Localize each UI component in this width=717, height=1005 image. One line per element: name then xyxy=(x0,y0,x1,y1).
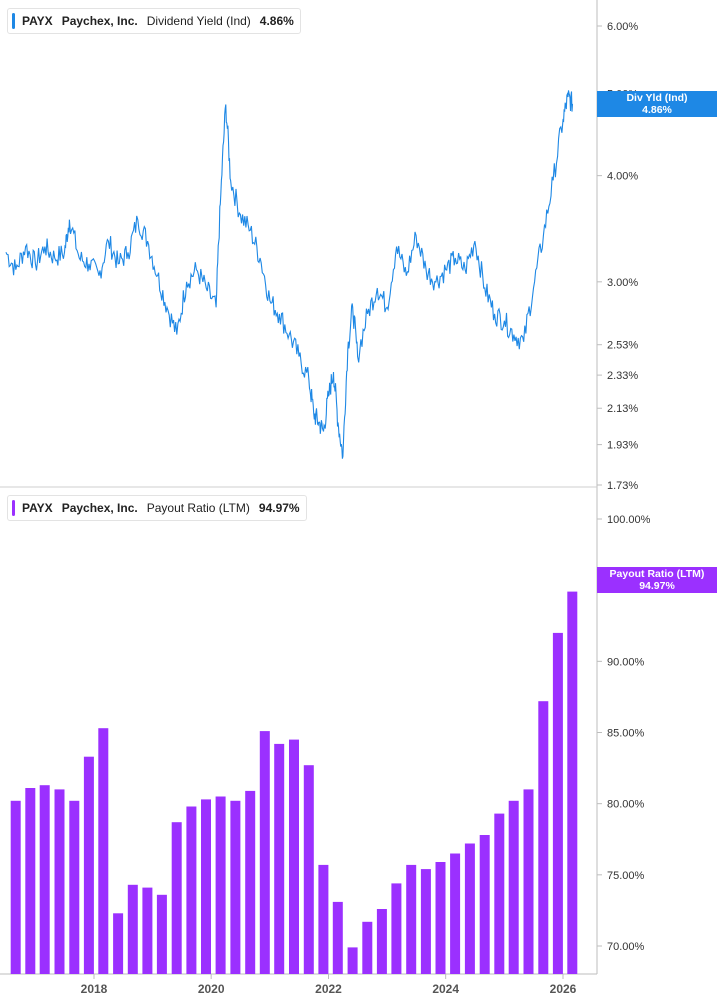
dividend-yield-line xyxy=(5,90,574,459)
x-tick-label: 2020 xyxy=(198,982,225,996)
payout-ratio-bar xyxy=(479,835,490,974)
y-tick-label: 100.00% xyxy=(607,514,651,526)
bottom-badge-value: 94.97% xyxy=(639,580,675,592)
bottom-legend-ticker: PAYX xyxy=(22,501,53,515)
y-tick-label: 4.00% xyxy=(607,171,638,183)
payout-ratio-bar xyxy=(83,756,94,974)
payout-ratio-bar xyxy=(186,806,197,974)
payout-ratio-bar xyxy=(201,799,211,974)
y-tick-label: 90.00% xyxy=(607,656,645,668)
top-legend-value: 4.86% xyxy=(259,14,294,28)
payout-ratio-bar xyxy=(464,843,475,974)
y-tick-label: 1.93% xyxy=(607,440,638,452)
payout-ratio-bar xyxy=(494,813,505,974)
payout-ratio-bar xyxy=(362,921,373,974)
payout-ratio-bar xyxy=(318,864,329,974)
payout-ratio-bar xyxy=(54,789,65,974)
payout-ratio-bar xyxy=(303,765,314,974)
x-tick-label: 2026 xyxy=(550,982,577,996)
payout-ratio-bar xyxy=(406,864,417,974)
bottom-legend: PAYX Paychex, Inc. Payout Ratio (LTM) 94… xyxy=(7,495,307,521)
y-tick-label: 75.00% xyxy=(607,870,645,882)
bottom-legend-value: 94.97% xyxy=(258,501,300,515)
x-tick-label: 2018 xyxy=(81,982,108,996)
y-tick-label: 85.00% xyxy=(607,728,645,740)
top-legend: PAYX Paychex, Inc. Dividend Yield (Ind) … xyxy=(7,8,301,34)
top-legend-ticker: PAYX xyxy=(22,14,53,28)
payout-ratio-bar xyxy=(376,909,387,974)
payout-ratio-bar xyxy=(25,788,36,974)
top-value-badge: Div Yld (Ind) 4.86% xyxy=(597,91,717,117)
x-axis: 2018 2020 2022 2024 2026 xyxy=(81,974,577,996)
payout-ratio-bar xyxy=(171,822,182,974)
payout-ratio-bar xyxy=(567,591,578,974)
payout-ratio-bar xyxy=(230,800,241,974)
payout-ratio-bar xyxy=(523,789,534,974)
payout-ratio-bar xyxy=(10,800,21,974)
y-tick-label: 2.53% xyxy=(607,340,638,352)
payout-ratio-bar xyxy=(156,894,167,974)
x-tick-label: 2024 xyxy=(432,982,459,996)
y-tick-label: 70.00% xyxy=(607,941,645,953)
payout-ratio-bar xyxy=(215,796,226,974)
bottom-legend-company: Paychex, Inc. xyxy=(61,501,138,515)
y-tick-label: 3.00% xyxy=(607,277,638,289)
payout-ratio-bar xyxy=(552,632,563,974)
payout-ratio-bar xyxy=(113,913,124,974)
y-tick-label: 2.33% xyxy=(607,370,638,382)
bottom-value-badge: Payout Ratio (LTM) 94.97% xyxy=(597,567,717,593)
top-legend-metric: Dividend Yield (Ind) xyxy=(146,14,251,28)
bottom-legend-metric: Payout Ratio (LTM) xyxy=(146,501,250,515)
top-badge-value: 4.86% xyxy=(642,104,672,116)
bottom-badge-label: Payout Ratio (LTM) xyxy=(609,568,705,580)
payout-ratio-bar xyxy=(508,800,519,974)
payout-ratio-bar xyxy=(259,731,270,974)
payout-ratio-bar xyxy=(450,853,461,974)
payout-ratio-bar xyxy=(391,883,402,974)
top-legend-swatch xyxy=(12,13,15,29)
payout-ratio-bar xyxy=(435,862,446,974)
y-tick-label: 1.73% xyxy=(607,480,638,492)
payout-ratio-bar xyxy=(98,728,109,974)
y-tick-label: 6.00% xyxy=(607,21,638,33)
top-legend-company: Paychex, Inc. xyxy=(61,14,138,28)
payout-ratio-bar xyxy=(69,800,80,974)
payout-ratio-bar xyxy=(127,884,138,974)
top-badge-label: Div Yld (Ind) xyxy=(626,92,688,104)
payout-ratio-bar xyxy=(538,701,549,974)
payout-ratio-bar xyxy=(274,743,285,974)
payout-ratio-bars xyxy=(10,591,578,974)
payout-ratio-bar xyxy=(245,790,256,974)
bottom-legend-swatch xyxy=(12,500,15,516)
payout-ratio-bar xyxy=(347,947,358,974)
payout-ratio-bar xyxy=(332,901,343,974)
y-tick-label: 80.00% xyxy=(607,799,645,811)
payout-ratio-bar xyxy=(420,869,431,974)
bottom-y-axis: 100.00% 90.00% 85.00% 80.00% 75.00% 70.00% xyxy=(597,514,651,953)
payout-ratio-bar xyxy=(39,785,50,974)
payout-ratio-bar xyxy=(142,887,153,974)
y-tick-label: 2.13% xyxy=(607,403,638,415)
payout-ratio-bar xyxy=(289,739,299,974)
x-tick-label: 2022 xyxy=(315,982,342,996)
